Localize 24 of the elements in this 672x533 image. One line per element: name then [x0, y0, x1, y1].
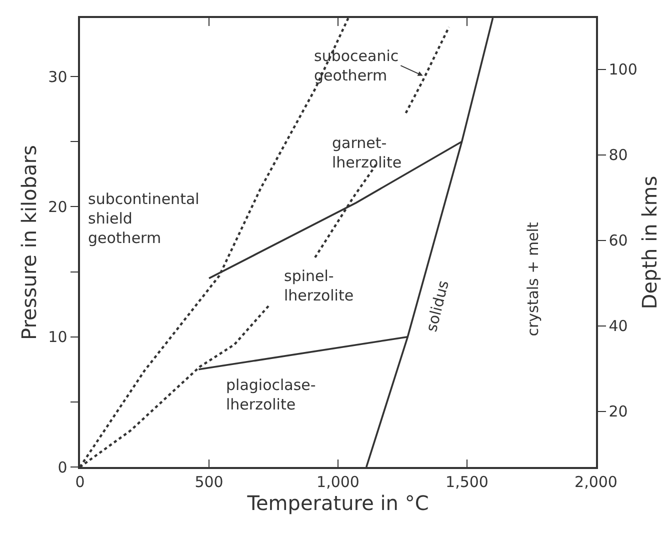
x-tick-label: 1,500 — [446, 472, 488, 491]
y-tick-label: 30 — [48, 68, 68, 86]
x-tick-label: 0 — [75, 472, 85, 491]
annotation: crystals + melt — [524, 222, 542, 336]
annotation: spinel- lherzolite — [284, 267, 354, 304]
y-tick-label: 10 — [48, 328, 68, 346]
y-tick-label: 20 — [48, 198, 68, 216]
y-tick-label: 0 — [58, 458, 68, 476]
y2-tick-label: 60 — [608, 232, 628, 250]
annotation: plagioclase- lherzolite — [226, 376, 316, 414]
x-tick-label: 1,000 — [316, 472, 360, 491]
annotation: garnet- lherzolite — [332, 134, 402, 172]
annotation: solidus — [422, 278, 453, 334]
y-axis-title: Pressure in kilobars — [17, 145, 42, 340]
x-tick-label: 500 — [194, 472, 224, 491]
y2-tick-label: 20 — [608, 402, 628, 421]
y2-axis-title: Depth in kms — [637, 176, 662, 310]
y2-tick-label: 40 — [608, 317, 628, 336]
x-axis-title: Temperature in °C — [246, 490, 429, 515]
x-tick-label: 2,000 — [574, 472, 618, 491]
y2-tick-label: 100 — [608, 60, 638, 79]
annotation: subcontinental shield geotherm — [88, 190, 200, 247]
annotation: suboceanic geotherm — [314, 47, 399, 84]
y2-tick-label: 80 — [608, 146, 628, 164]
